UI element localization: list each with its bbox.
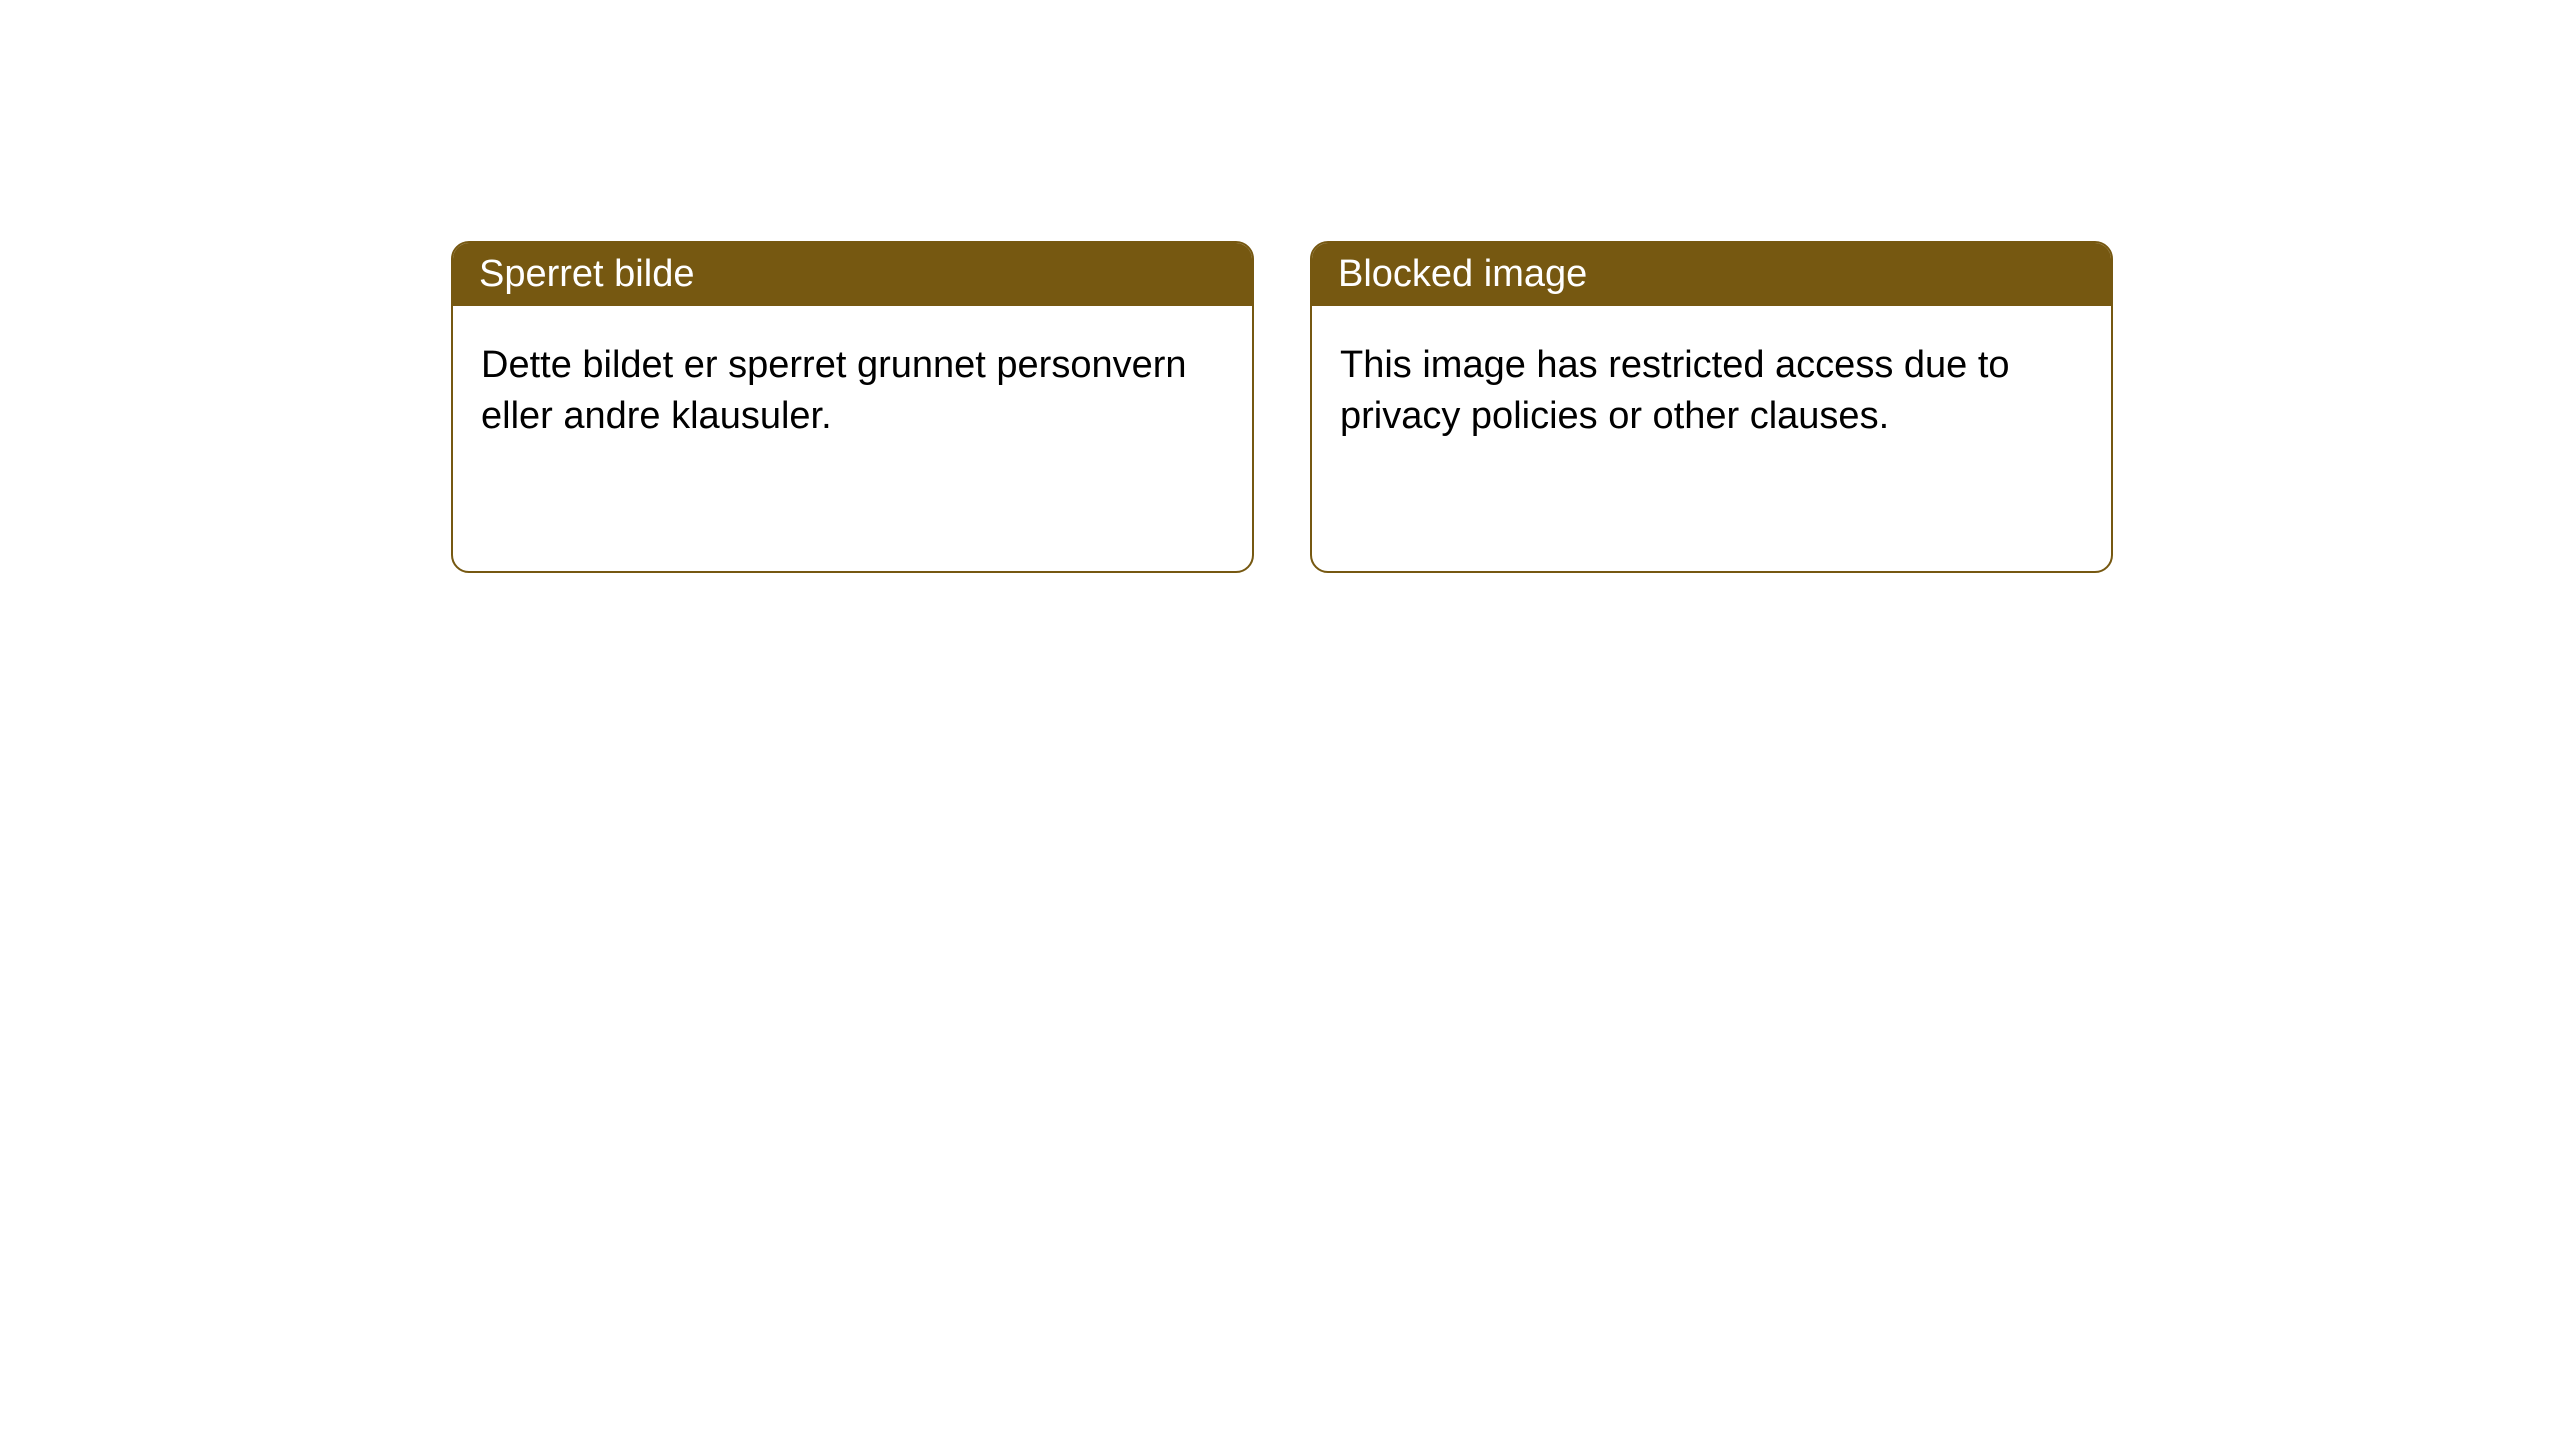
notice-body-en: This image has restricted access due to …	[1312, 306, 2111, 477]
notice-card-no: Sperret bilde Dette bildet er sperret gr…	[451, 241, 1254, 573]
notice-container: Sperret bilde Dette bildet er sperret gr…	[0, 0, 2560, 573]
notice-card-en: Blocked image This image has restricted …	[1310, 241, 2113, 573]
notice-title-no: Sperret bilde	[453, 243, 1252, 306]
notice-body-no: Dette bildet er sperret grunnet personve…	[453, 306, 1252, 477]
notice-title-en: Blocked image	[1312, 243, 2111, 306]
